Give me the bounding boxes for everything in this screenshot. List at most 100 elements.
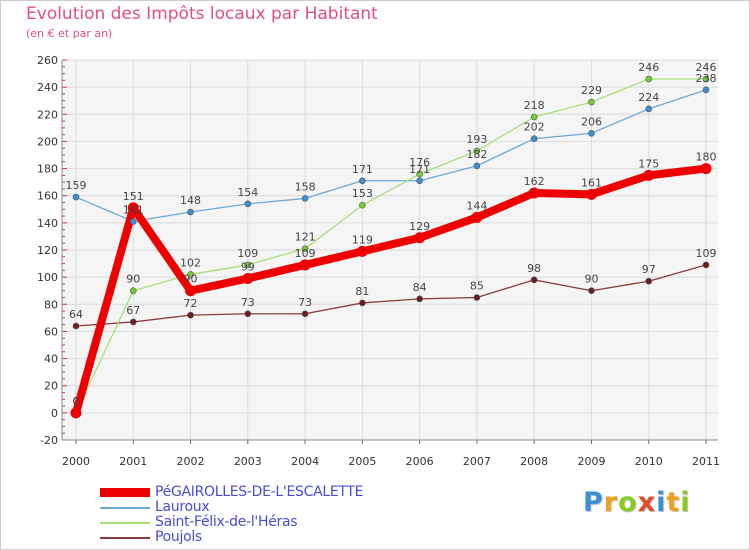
y-tick-label: 160: [37, 190, 58, 203]
y-tick-label: -20: [40, 434, 58, 447]
data-label: 90: [126, 273, 140, 286]
data-point: [530, 276, 538, 284]
data-label: 171: [352, 163, 373, 176]
chart-title: Evolution des Impôts locaux par Habitant: [26, 4, 378, 24]
y-tick-label: 140: [37, 217, 58, 230]
data-point: [129, 287, 137, 295]
x-tick-label: 2006: [406, 455, 434, 468]
data-label: 109: [237, 247, 258, 260]
data-label: 81: [355, 285, 369, 298]
data-point: [530, 135, 538, 143]
data-label: 224: [638, 91, 659, 104]
x-tick-label: 2004: [291, 455, 319, 468]
data-point: [588, 287, 595, 295]
x-tick-label: 2007: [463, 455, 491, 468]
data-point: [301, 310, 309, 318]
legend-item-pegairolles[interactable]: PéGAIROLLES-DE-L'ESCALETTE: [100, 485, 420, 500]
series-line-0: [72, 164, 710, 417]
logo-letter: t: [666, 487, 681, 518]
y-tick-label: 220: [37, 108, 58, 121]
legend-swatch-pegairolles: [100, 488, 150, 497]
y-tick-label: 60: [44, 325, 58, 338]
data-point: [356, 245, 368, 257]
data-label: 121: [295, 231, 316, 244]
data-label: 246: [696, 61, 717, 74]
data-point: [301, 245, 309, 252]
data-point: [528, 187, 540, 199]
logo-letter: o: [618, 487, 638, 518]
data-point: [702, 75, 710, 83]
data-label: 129: [409, 220, 430, 233]
data-point: [643, 169, 655, 181]
data-label: 238: [696, 72, 717, 85]
data-label: 102: [180, 256, 201, 269]
data-point: [187, 311, 194, 319]
x-tick-label: 2000: [62, 455, 90, 468]
data-point: [700, 163, 712, 175]
data-label: 151: [123, 190, 144, 203]
data-point: [185, 285, 197, 297]
data-label: 218: [524, 99, 545, 112]
logo-letter: P: [583, 487, 604, 518]
data-point: [70, 407, 82, 419]
logo-letter: i: [680, 487, 691, 518]
data-label: 0: [73, 395, 80, 408]
data-label: 154: [237, 186, 258, 199]
data-label: 141: [123, 204, 144, 217]
legend-item-saint-felix[interactable]: Saint-Félix-de-l'Héras: [100, 515, 420, 530]
y-tick-label: 100: [37, 271, 58, 284]
data-point: [244, 261, 252, 269]
data-point: [244, 310, 252, 318]
data-point: [359, 177, 366, 185]
data-point: [585, 188, 597, 200]
series-line-1: [75, 89, 707, 223]
x-tick-label: 2009: [577, 455, 605, 468]
data-point: [588, 129, 595, 137]
data-label: 182: [466, 148, 487, 161]
data-point: [473, 162, 481, 170]
data-label: 109: [696, 247, 717, 260]
data-label: 73: [241, 296, 255, 309]
data-label: 144: [466, 199, 487, 212]
y-tick-label: 0: [51, 407, 58, 420]
data-label: 246: [638, 61, 659, 74]
data-point: [359, 299, 366, 307]
data-label: 98: [527, 262, 541, 275]
data-label: 119: [352, 233, 373, 246]
data-point: [416, 177, 423, 185]
y-tick-label: 80: [44, 298, 58, 311]
data-label: 90: [184, 273, 198, 286]
data-label: 176: [409, 156, 430, 169]
legend-item-lauroux[interactable]: Lauroux: [100, 500, 420, 515]
data-point: [473, 147, 481, 155]
data-label: 229: [581, 84, 602, 97]
data-point: [416, 295, 423, 303]
proxiti-logo: Proxiti: [583, 487, 691, 518]
y-tick-label: 180: [37, 163, 58, 176]
data-label: 193: [466, 133, 487, 146]
logo-letter: x: [637, 487, 657, 518]
data-point: [187, 271, 194, 278]
series-line-3: [75, 264, 707, 327]
data-label: 84: [413, 281, 427, 294]
x-tick-label: 2010: [635, 455, 663, 468]
data-point: [129, 218, 137, 225]
legend-label-poujols: Poujols: [155, 529, 202, 545]
y-tick-label: 240: [37, 81, 58, 94]
logo-letter: i: [656, 487, 667, 518]
data-point: [645, 105, 653, 113]
y-tick-label: 200: [37, 135, 58, 148]
y-tick-label: 40: [44, 353, 58, 366]
data-point: [301, 195, 309, 202]
x-tick-label: 2003: [234, 455, 262, 468]
legend-label-pegairolles: PéGAIROLLES-DE-L'ESCALETTE: [155, 484, 364, 500]
data-point: [416, 170, 423, 178]
chart-subtitle: (en € et par an): [26, 27, 113, 40]
y-tick-label: 20: [44, 380, 58, 393]
legend-item-poujols[interactable]: Poujols: [100, 530, 420, 545]
x-tick-label: 2008: [520, 455, 548, 468]
legend: PéGAIROLLES-DE-L'ESCALETTE Lauroux Saint…: [100, 485, 420, 545]
data-point: [129, 318, 137, 326]
data-point: [645, 277, 653, 285]
data-label: 72: [184, 297, 198, 310]
